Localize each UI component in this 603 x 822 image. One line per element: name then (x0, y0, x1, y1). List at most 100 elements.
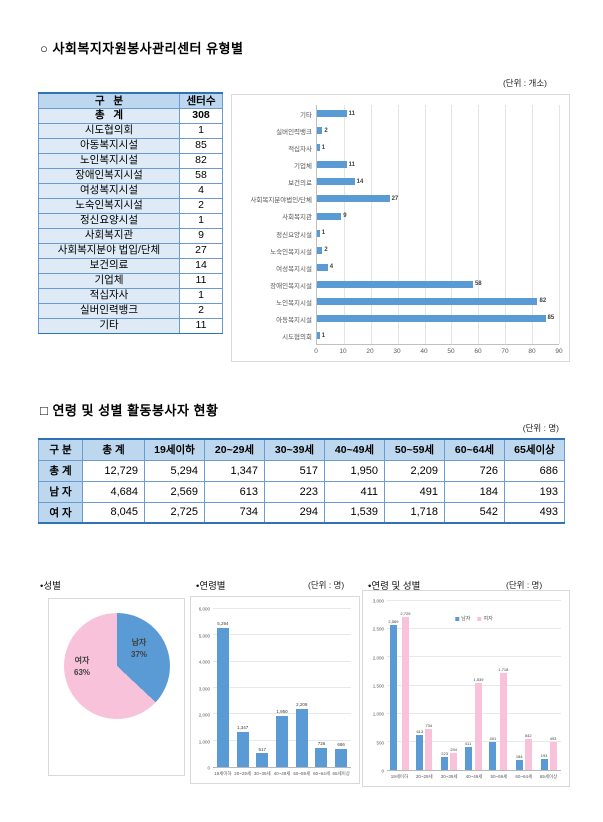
category-cell: 장애인복지시설 (38, 167, 180, 184)
gender-pie-chart: 남자 37% 여자 63% (48, 598, 185, 776)
gender-chart-label: •성별 (40, 581, 61, 592)
gender-pie-wrap: 남자 37% 여자 63% (49, 599, 184, 775)
column-header: 센터수 (179, 92, 223, 109)
category-label: 장애인복지시설 (270, 282, 312, 290)
bar-value-label: 223 (441, 751, 448, 757)
count-cell: 58 (179, 167, 223, 184)
category-label: 사회복지분야법인/단체 (250, 197, 312, 205)
column-header: 40~49세 (324, 438, 385, 461)
axis-tick-label: 1,000 (198, 739, 210, 744)
category-label: 40~49세 (273, 771, 291, 776)
value-cell: 2,209 (384, 459, 445, 482)
axis-tick-label: 2,500 (372, 626, 384, 632)
count-cell: 85 (179, 137, 223, 154)
axis-tick-label: 1,000 (372, 711, 384, 717)
gridline (370, 105, 372, 344)
gridline (397, 105, 399, 344)
bar-row: 27 (317, 190, 559, 207)
bar-group: 686 (331, 609, 351, 767)
bar-stack: 2,209 (295, 609, 308, 767)
gender-pie (64, 613, 170, 719)
category-label: 19세이하 (390, 774, 409, 779)
axis-tick-label: 500 (376, 740, 384, 746)
category-label: 적십자사 (288, 145, 312, 153)
bar-row: 2 (317, 242, 559, 259)
value-cell: 8,045 (82, 501, 145, 524)
axis-tick-label: 30 (393, 348, 401, 355)
bar-stack: 294 (450, 601, 458, 770)
pie-slice-percent: 37% (131, 650, 148, 659)
bar-group: 411 1,539 (462, 601, 487, 770)
table-row: 노숙인복지시설 2 (38, 197, 223, 214)
bar-group: 613 734 (412, 601, 437, 770)
bar-value-label: 2,209 (296, 702, 308, 708)
bar (317, 229, 320, 237)
value-cell: 491 (384, 480, 445, 503)
gridline (213, 634, 351, 636)
bar (389, 625, 397, 770)
bar-group: 184 542 (511, 601, 536, 770)
bar-stack: 1,950 (276, 609, 289, 767)
category-label: 30~39세 (253, 771, 271, 776)
center-type-table: 구 분 센터수 총 계 308 시도협의회 1 아동복지시설 85 노인복지시설 82 장애인복지시… (38, 92, 223, 334)
category-label: 60~64세 (515, 774, 533, 779)
bar-group: 491 1,718 (486, 601, 511, 770)
table-row: 사회복지관 9 (38, 227, 223, 244)
value-cell: 1,539 (324, 501, 385, 524)
count-cell: 1 (179, 287, 223, 304)
category-cell: 실버인력뱅크 (38, 302, 180, 319)
bar-value-label: 11 (348, 110, 355, 117)
axis-tick-label: 10 (339, 348, 347, 355)
bar-row: 85 (317, 310, 559, 327)
hbar-x-axis: 0 10 20 30 40 50 60 70 80 90 (314, 345, 562, 358)
age-gender-chart-unit: (단위 : 명) (506, 580, 543, 590)
bar (317, 263, 328, 271)
bar (475, 683, 482, 770)
bar (276, 715, 289, 767)
bar-stack: 517 (256, 609, 269, 767)
bar-stack: 193 (540, 601, 548, 770)
bar (317, 246, 323, 254)
table-row: 보건의료 14 (38, 257, 223, 274)
table-row: 노인복지시설 82 (38, 152, 223, 169)
bar-row: 1 (317, 139, 559, 156)
axis-tick-label: 3,000 (198, 686, 210, 691)
gridline (387, 740, 561, 742)
bar (317, 195, 390, 203)
column-header: 50~59세 (384, 438, 445, 461)
bar-stack: 491 (489, 601, 497, 770)
hbar-plot-area: 11 2 1 11 14 27 9 1 2 4 58 82 85 1 (316, 105, 560, 345)
gridline (532, 105, 534, 344)
vbar-x-axis: 19세이하 20~29세 30~39세 40~49세 50~59세 60~64세 65세이상 (213, 768, 351, 777)
bar-value-label: 686 (337, 742, 345, 748)
bar (401, 616, 409, 770)
value-cell: 1,347 (204, 459, 265, 482)
bar (441, 757, 449, 770)
category-label: 실버인력뱅크 (276, 128, 312, 136)
column-header: 구 분 (38, 92, 180, 109)
bar (540, 759, 548, 770)
bar-stack: 686 (335, 609, 348, 767)
axis-tick-label: 5,000 (198, 633, 210, 638)
category-cell: 노숙인복지시설 (38, 197, 180, 214)
center-type-chart-plot: 기타 실버인력뱅크 적십자사 기업체 보건의료 사회복지분야법인/단체 사회복지관 정신요양시… (232, 95, 569, 361)
count-cell: 4 (179, 182, 223, 199)
bar (317, 314, 546, 322)
value-cell: 12,729 (82, 459, 145, 482)
table-row: 기업체 11 (38, 272, 223, 289)
bar-stack: 223 (441, 601, 449, 770)
bar-group: 517 (252, 609, 272, 767)
table-row: 총 계 308 (38, 107, 223, 124)
value-cell: 294 (264, 501, 325, 524)
bar-value-label: 27 (391, 195, 399, 202)
count-cell: 1 (179, 122, 223, 139)
vbar-y-axis: 0 500 1,000 1,500 2,000 2,500 3,000 (367, 599, 387, 774)
value-cell: 734 (204, 501, 265, 524)
category-label: 노숙인복지시설 (270, 248, 312, 256)
vbar-columns: 5,294 1,347 517 1,950 2,209 726 686 (213, 609, 351, 767)
bar (216, 627, 229, 767)
count-cell: 2 (179, 197, 223, 214)
section1-title: ○ 사회복지자원봉사관리센터 유형별 (40, 41, 244, 56)
vbar-plot-area: 2,569 2,725 613 734 223 294 411 1,539 491 1,718 18… (387, 600, 561, 771)
